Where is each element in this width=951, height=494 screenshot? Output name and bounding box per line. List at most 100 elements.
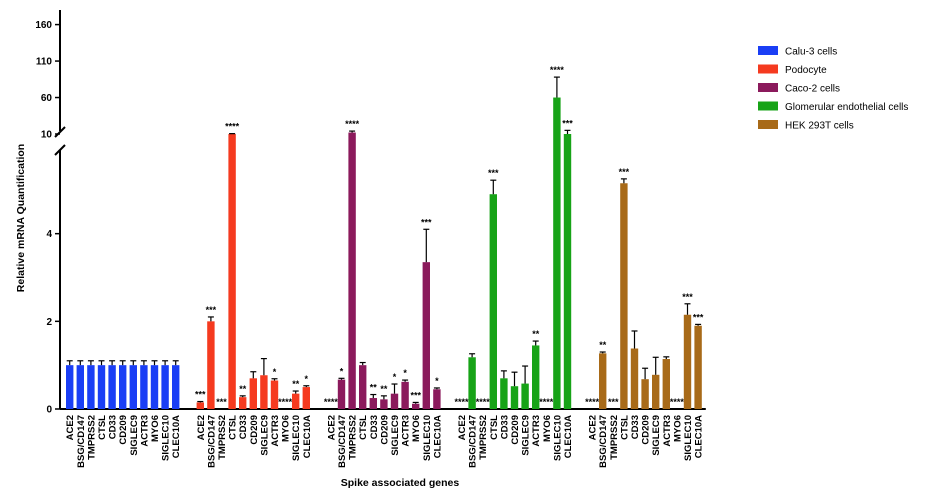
bar <box>500 378 508 409</box>
axis-break-mark <box>54 144 66 156</box>
bar <box>249 378 257 409</box>
y-tick-label: 60 <box>41 93 53 104</box>
category-label: BSG/CD147 <box>337 415 348 468</box>
legend-label: Podocyte <box>785 65 827 76</box>
bar <box>196 402 204 409</box>
significance-label: *** <box>195 390 206 400</box>
bar <box>97 365 106 409</box>
bar <box>150 365 159 409</box>
category-label: ACE2 <box>65 415 76 440</box>
bar <box>87 365 95 409</box>
category-label: TMPRSS2 <box>478 415 489 460</box>
bars: ********************************** *** ***… <box>66 65 704 409</box>
y-tick-label: 2 <box>46 317 52 328</box>
bar <box>228 134 236 409</box>
category-label: MYO6 <box>150 415 161 442</box>
bar <box>468 357 476 409</box>
category-label: CLEC10A <box>563 415 574 458</box>
category-label: ACTR3 <box>401 415 412 447</box>
category-label: MYO6 <box>672 415 683 442</box>
legend-label: Glomerular endothelial cells <box>785 102 908 113</box>
category-label: CD33 <box>630 415 641 439</box>
bar <box>532 345 540 409</box>
category-label: TMPRSS2 <box>609 415 620 460</box>
significance-label: ** <box>292 379 300 389</box>
bar <box>630 348 639 409</box>
category-label: CTSL <box>358 415 369 440</box>
significance-label: *** <box>421 217 432 227</box>
legend-label: HEK 293T cells <box>785 121 854 132</box>
category-label: CD33 <box>499 415 510 439</box>
significance-label: * <box>393 372 397 382</box>
category-label: CD33 <box>369 415 380 439</box>
x-axis-title: Spike associated genes <box>341 477 460 489</box>
significance-label: *** <box>206 305 217 315</box>
bar <box>108 365 116 409</box>
bar <box>652 374 660 409</box>
y-tick-label: 10 <box>41 130 53 141</box>
category-label: CD209 <box>379 415 390 445</box>
bar <box>359 365 367 409</box>
significance-label: *** <box>619 167 630 177</box>
category-label: SIGLEC10 <box>291 415 302 461</box>
category-label: ACTR3 <box>531 415 542 447</box>
category-label: CD209 <box>118 415 129 445</box>
category-label: TMPRSS2 <box>217 415 228 460</box>
category-label: CLEC10A <box>171 415 182 458</box>
category-label: CLEC10A <box>302 415 313 458</box>
category-label: MYO6 <box>411 415 422 442</box>
significance-label: **** <box>454 397 469 407</box>
category-label: ACE2 <box>457 415 468 440</box>
bar <box>521 383 529 409</box>
category-label: SIGLEC9 <box>259 415 270 456</box>
legend: Calu-3 cells Podocyte Caco-2 cells Glomerul… <box>758 46 908 132</box>
legend-swatch <box>758 120 778 129</box>
category-label: TMPRSS2 <box>348 415 359 460</box>
bar <box>620 183 628 409</box>
significance-label: **** <box>585 397 600 407</box>
bar <box>348 132 356 409</box>
category-label: SIGLEC10 <box>683 415 694 461</box>
bar <box>207 321 215 409</box>
significance-label: ** <box>239 384 247 394</box>
legend-label: Caco-2 cells <box>785 84 840 95</box>
legend-label: Calu-3 cells <box>785 47 837 58</box>
significance-label: * <box>305 374 309 384</box>
bar <box>292 393 300 409</box>
category-label: ACTR3 <box>662 415 673 447</box>
bar <box>694 325 702 409</box>
bar <box>369 398 377 409</box>
bar <box>563 134 572 409</box>
category-label: SIGLEC10 <box>422 415 433 461</box>
bar <box>66 365 74 409</box>
category-label: BSG/CD147 <box>206 415 217 468</box>
category-label: CD33 <box>108 415 119 439</box>
category-label: TMPRSS2 <box>86 415 97 460</box>
bar <box>662 359 670 409</box>
significance-label: * <box>435 376 439 386</box>
bar <box>119 365 127 409</box>
legend-swatch <box>758 83 778 92</box>
category-label: SIGLEC10 <box>161 415 172 461</box>
legend-swatch <box>758 46 778 55</box>
bar <box>239 397 247 409</box>
category-label: CTSL <box>97 415 108 440</box>
bar <box>302 387 310 409</box>
bar <box>510 386 519 409</box>
category-label: CLEC10A <box>694 415 705 458</box>
category-label: SIGLEC9 <box>651 415 662 456</box>
bar <box>390 393 399 409</box>
category-label: MYO6 <box>542 415 553 442</box>
bar <box>412 403 420 409</box>
legend-swatch <box>758 64 778 74</box>
bar <box>270 380 279 409</box>
category-label: SIGLEC9 <box>129 415 140 456</box>
category-label: CD209 <box>249 415 260 445</box>
significance-label: *** <box>488 168 499 178</box>
significance-label: **** <box>324 397 339 407</box>
bar <box>422 262 430 409</box>
significance-label: *** <box>562 118 573 128</box>
significance-label: ** <box>599 340 607 350</box>
bar <box>260 375 268 409</box>
